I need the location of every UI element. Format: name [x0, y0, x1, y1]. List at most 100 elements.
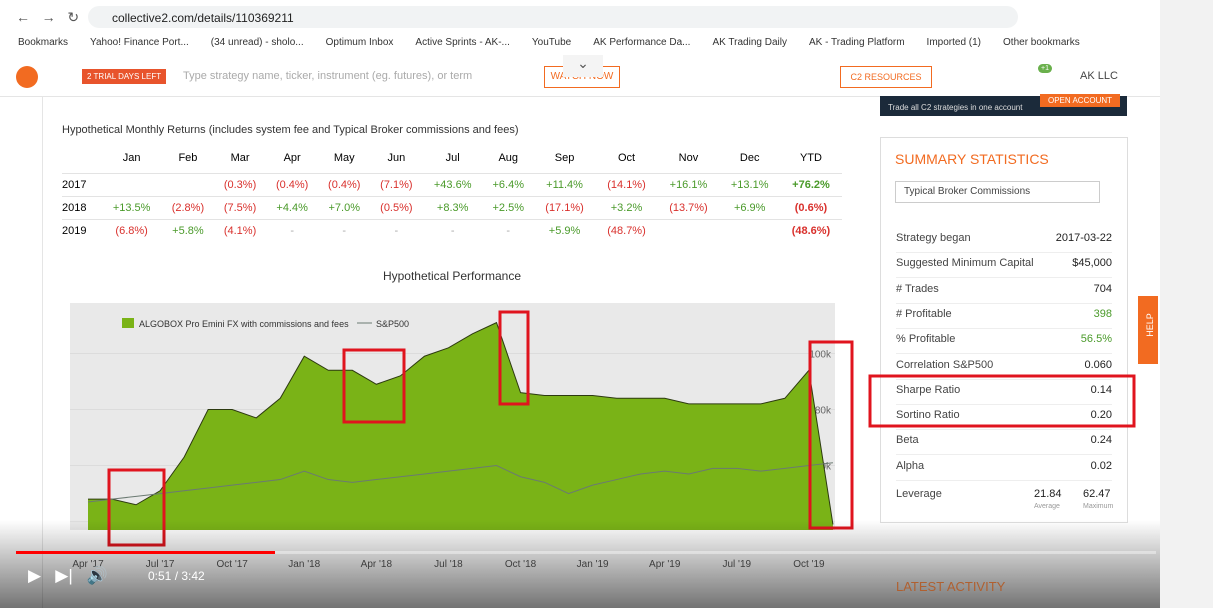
stat-value: 0.02 [1090, 459, 1112, 472]
bookmark[interactable]: Other bookmarks [1003, 37, 1080, 48]
stat-row: # Trades 704 [896, 283, 1112, 304]
header-cell: Jul [445, 152, 460, 164]
return-cell: (0.6%) [779, 196, 842, 220]
returns-table: Jan Feb Mar Apr May Jun Jul Aug Sep Oct Nov Dec YTD 2… [62, 143, 842, 242]
bookmark[interactable]: (34 unread) - sholo... [210, 37, 304, 48]
bookmark-bar: Bookmarks Yahoo! Finance Port... (34 unrea… [18, 37, 1080, 48]
video-time: 0:51 / 3:42 [148, 569, 205, 583]
return-cell: +6.4% [482, 173, 534, 197]
legend-swatch [122, 318, 134, 328]
progress-track[interactable] [16, 551, 1156, 554]
player-controls[interactable]: ▶ ▶| 🔊 [28, 566, 109, 585]
stat-value: 56.5% [1080, 333, 1112, 346]
stat-label: Strategy began [896, 232, 971, 244]
url[interactable]: collective2.com/details/110369211 [112, 11, 294, 25]
return-cell: (7.1%) [370, 173, 423, 197]
app-header [0, 56, 1160, 97]
return-cell: (13.7%) [657, 196, 720, 220]
stat-row: Beta 0.24 [896, 434, 1112, 456]
stat-row: Strategy began 2017-03-22 [896, 232, 1112, 253]
return-cell [101, 173, 162, 197]
leverage-value: 62.47 [1083, 488, 1111, 500]
return-cell: - [482, 219, 534, 242]
return-cell: (0.4%) [318, 173, 371, 197]
stat-label: % Profitable [896, 333, 956, 346]
stat-row: Alpha 0.02 [896, 460, 1112, 481]
header-cell: YTD [799, 152, 822, 164]
table-row: 2017 (0.3%) (0.4%) (0.4%) (7.1%) +43.6% +6.4% +… [62, 173, 842, 197]
stat-row: Suggested Minimum Capital $45,000 [896, 257, 1112, 279]
header-cell: Jan [122, 152, 141, 164]
help-tab[interactable] [1138, 296, 1158, 364]
bookmark[interactable]: AK - Trading Platform [808, 37, 905, 48]
return-cell: +5.8% [161, 219, 214, 242]
stat-row: Sharpe Ratio 0.14 [896, 384, 1112, 405]
return-cell: +76.2% [779, 173, 842, 197]
return-cell: - [370, 219, 423, 242]
return-cell: +43.6% [422, 173, 483, 197]
open-account[interactable]: OPEN ACCOUNT [1040, 94, 1121, 107]
year-cell: 2019 [62, 219, 102, 242]
annotation-box [498, 310, 530, 406]
video-shade [0, 520, 1160, 608]
nav-icons[interactable]: ← → ↻ [16, 9, 80, 25]
stat-value: 2017-03-22 [1055, 232, 1112, 244]
header-cell: May [333, 152, 355, 164]
return-cell [719, 219, 780, 242]
progress-played[interactable] [16, 551, 275, 554]
stat-label: Correlation S&P500 [896, 358, 994, 371]
overlay-chevron[interactable]: ⌄ [563, 55, 603, 77]
return-cell: (7.5%) [213, 196, 267, 220]
notification-badge: +1 [1038, 64, 1052, 73]
stat-value: 0.20 [1090, 409, 1112, 422]
return-cell: +11.4% [533, 173, 596, 197]
search[interactable]: Type strategy name, ticker, instrument (… [183, 70, 473, 82]
bookmark[interactable]: Optimum Inbox [325, 37, 394, 48]
return-cell: +4.4% [266, 196, 319, 220]
url-bar[interactable] [88, 6, 1018, 28]
header-row: Jan Feb Mar Apr May Jun Jul Aug Sep Oct Nov Dec YTD [62, 143, 842, 174]
bookmark[interactable]: Yahoo! Finance Port... [90, 37, 189, 48]
stat-value: 704 [1093, 282, 1112, 295]
bookmark[interactable]: AK Performance Da... [593, 37, 691, 48]
table-row: 2019 (6.8%) +5.8% (4.1%) - - - - - +5.9% (48.7%) (4… [62, 219, 842, 242]
return-cell: (0.5%) [370, 196, 423, 220]
header-cell: Nov [678, 152, 699, 164]
bookmark[interactable]: Imported (1) [926, 37, 982, 48]
commission-select[interactable]: Typical Broker Commissions [895, 181, 1100, 203]
return-cell: +7.0% [318, 196, 371, 220]
return-cell: +13.5% [101, 196, 162, 220]
header-cell: Mar [230, 152, 250, 164]
bookmark[interactable]: YouTube [531, 37, 572, 48]
header-cell: Sep [554, 152, 575, 164]
promo-text: Trade all C2 strategies in one account [888, 103, 1023, 112]
return-cell: +3.2% [595, 196, 658, 220]
stat-value: 0.14 [1090, 383, 1112, 396]
bookmark[interactable]: AK Trading Daily [712, 37, 787, 48]
legend-label: ALGOBOX Pro Emini FX with commissions an… [139, 319, 349, 329]
return-cell: - [422, 219, 483, 242]
bookmark[interactable]: Bookmarks [18, 37, 69, 48]
logo[interactable] [16, 66, 38, 88]
legend-label: S&P500 [376, 319, 409, 329]
return-cell: +8.3% [422, 196, 483, 220]
trial-badge[interactable]: 2 TRIAL DAYS LEFT [82, 69, 167, 84]
stat-row: Correlation S&P500 0.060 [896, 359, 1112, 380]
annotation-box [868, 374, 1136, 428]
stat-label: Suggested Minimum Capital [896, 257, 1034, 270]
y-tick-label: 100k [809, 349, 832, 360]
resources-button[interactable]: C2 RESOURCES [840, 66, 932, 88]
return-cell: (0.4%) [266, 173, 319, 197]
bookmark[interactable]: Active Sprints - AK-... [415, 37, 510, 48]
margin [1160, 0, 1213, 608]
stat-label: Alpha [896, 459, 925, 472]
leverage-sub: Maximum [1083, 503, 1114, 510]
return-cell [657, 219, 720, 242]
account[interactable]: AK LLC [1080, 70, 1118, 82]
stat-label: # Profitable [896, 307, 952, 320]
header-cell: Jun [387, 152, 406, 164]
sp500-line [87, 462, 833, 503]
header-cell: Feb [178, 152, 198, 164]
table-row: 2018 +13.5% (2.8%) (7.5%) +4.4% +7.0% (0.5%) +8… [62, 196, 842, 220]
